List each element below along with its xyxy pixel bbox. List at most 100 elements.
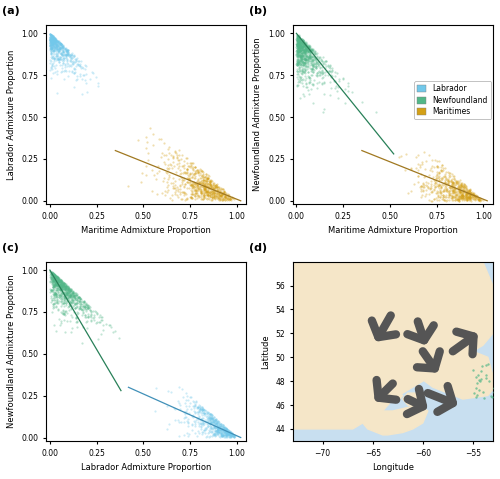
Point: [301, 66, 309, 73]
Point: [50, 271, 58, 278]
Point: [300, 40, 308, 48]
Point: [50, 35, 58, 43]
Point: [48, 53, 56, 60]
Point: [51, 38, 59, 46]
Point: [46, 43, 54, 50]
Point: [51, 282, 59, 290]
Point: [192, 189, 200, 197]
Point: [151, 408, 159, 415]
Point: [455, 185, 463, 193]
Point: [218, 425, 226, 433]
Point: [222, 432, 230, 439]
Point: [438, 161, 446, 169]
Point: [294, 59, 302, 67]
Point: [296, 47, 304, 55]
Point: [294, 46, 302, 54]
Point: [214, 418, 222, 425]
Point: [64, 304, 72, 311]
Point: [194, 194, 202, 202]
Point: [295, 39, 303, 46]
Point: [214, 421, 222, 429]
Point: [455, 187, 463, 194]
Point: [49, 34, 57, 42]
Point: [224, 429, 232, 436]
Point: [296, 43, 304, 50]
Point: [455, 178, 463, 185]
Point: [296, 56, 304, 63]
Point: [182, 392, 190, 399]
Point: [190, 174, 198, 182]
Point: [294, 42, 302, 49]
Point: [300, 55, 308, 63]
Point: [306, 64, 314, 72]
Point: [51, 282, 59, 289]
Point: [210, 191, 218, 199]
Point: [296, 51, 304, 58]
Point: [54, 277, 62, 285]
Point: [72, 313, 80, 320]
Point: [212, 183, 220, 191]
Point: [312, 59, 320, 67]
Point: [296, 36, 304, 44]
Point: [294, 34, 302, 42]
Point: [48, 269, 56, 277]
Point: [308, 65, 316, 73]
Point: [203, 181, 211, 188]
Point: [79, 323, 87, 331]
Point: [222, 431, 230, 438]
Point: [294, 46, 302, 54]
Point: [53, 43, 61, 50]
Point: [326, 62, 334, 70]
Point: [56, 276, 64, 284]
Point: [191, 185, 199, 193]
Point: [203, 174, 211, 182]
Point: [48, 38, 56, 46]
Point: [300, 48, 308, 56]
Point: [458, 192, 466, 199]
Point: [198, 404, 206, 411]
Point: [54, 307, 62, 314]
Point: [446, 183, 454, 191]
Point: [216, 433, 224, 441]
Point: [190, 405, 198, 412]
Point: [195, 407, 203, 414]
Point: [49, 272, 57, 280]
Point: [334, 69, 342, 77]
Point: [50, 43, 58, 51]
Point: [47, 268, 55, 276]
Point: [220, 192, 228, 199]
Point: [216, 429, 224, 436]
Point: [214, 188, 222, 195]
Point: [64, 50, 72, 58]
Point: [56, 45, 64, 52]
Point: [74, 323, 82, 331]
Point: [144, 156, 152, 163]
Point: [189, 182, 197, 189]
Point: [304, 63, 312, 71]
Point: [304, 52, 312, 59]
Point: [296, 46, 304, 54]
Point: [46, 42, 54, 49]
Point: [308, 60, 316, 68]
Point: [300, 46, 308, 54]
Point: [48, 271, 56, 279]
Point: [194, 403, 202, 411]
Point: [436, 166, 444, 173]
Point: [52, 49, 60, 57]
Point: [300, 41, 308, 49]
Point: [305, 78, 313, 86]
Point: [219, 431, 227, 438]
Point: [298, 46, 306, 54]
Point: [201, 180, 209, 187]
Point: [54, 277, 62, 285]
Point: [454, 193, 462, 201]
Point: [72, 289, 80, 297]
Point: [58, 293, 66, 300]
Point: [310, 60, 318, 68]
Point: [57, 293, 65, 301]
Point: [210, 422, 218, 430]
Point: [50, 46, 58, 54]
Point: [334, 94, 342, 102]
Point: [72, 304, 80, 311]
Point: [319, 53, 327, 61]
